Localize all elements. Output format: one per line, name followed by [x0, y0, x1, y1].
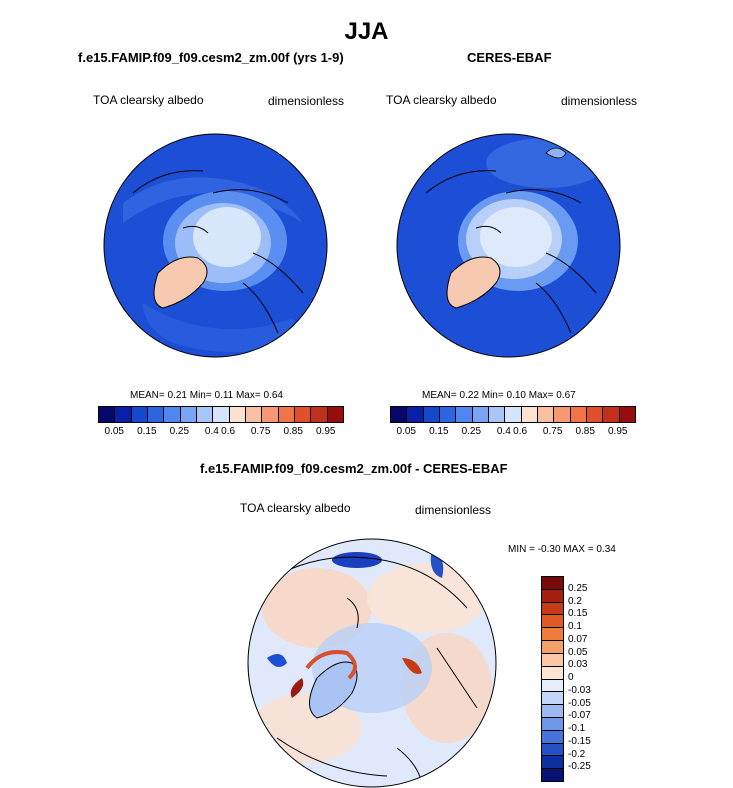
colorbar-tick-label: -0.2 — [568, 748, 586, 760]
colorbar-swatch — [439, 407, 457, 422]
model-panel-title: f.e15.FAMIP.f09_f09.cesm2_zm.00f (yrs 1-… — [78, 50, 344, 65]
colorbar-swatch — [542, 641, 563, 654]
diff-panel-title: f.e15.FAMIP.f09_f09.cesm2_zm.00f - CERES… — [200, 461, 508, 476]
diff-variable-label: TOA clearsky albedo — [240, 501, 351, 515]
colorbar-tick-label: -0.15 — [568, 735, 591, 747]
diff-colorbar — [541, 576, 564, 782]
colorbar-tick-label: 0.15 — [429, 426, 449, 437]
colorbar-tick-label: 0.95 — [315, 426, 336, 437]
obs-colorbar-ticks: 0.05 0.15 0.25 0.4 0.6 0.75 0.85 0.95 — [390, 426, 634, 440]
diff-polar-map — [247, 538, 497, 788]
obs-colorbar — [390, 406, 636, 423]
colorbar-tick-label: -0.07 — [568, 710, 591, 722]
colorbar-swatch — [327, 407, 343, 422]
colorbar-swatch — [196, 407, 214, 422]
colorbar-tick-label: 0.4 — [496, 426, 511, 437]
colorbar-swatch — [542, 679, 563, 693]
model-stats: MEAN= 0.21 Min= 0.11 Max= 0.64 — [130, 390, 283, 401]
diff-units-label: dimensionless — [415, 503, 492, 517]
colorbar-swatch — [423, 407, 440, 422]
colorbar-tick-label: 0.6 — [513, 426, 528, 437]
colorbar-swatch — [603, 407, 620, 422]
colorbar-swatch — [99, 407, 116, 422]
colorbar-tick-label: 0.95 — [607, 426, 628, 437]
model-polar-map — [103, 133, 328, 358]
colorbar-swatch — [229, 407, 246, 422]
model-colorbar — [98, 406, 344, 423]
obs-units-label: dimensionless — [561, 94, 638, 108]
colorbar-swatch — [147, 407, 165, 422]
colorbar-swatch — [521, 407, 538, 422]
model-units-label: dimensionless — [268, 94, 345, 108]
colorbar-tick-label: 0.75 — [250, 426, 271, 437]
colorbar-swatch — [262, 407, 279, 422]
colorbar-swatch — [542, 589, 563, 603]
colorbar-swatch — [619, 407, 635, 422]
colorbar-tick-label: 0.05 — [396, 426, 416, 437]
colorbar-swatch — [570, 407, 587, 422]
colorbar-swatch — [131, 407, 148, 422]
colorbar-tick-label: -0.25 — [568, 761, 591, 773]
colorbar-tick-label: 0.05 — [104, 426, 124, 437]
colorbar-swatch — [164, 407, 181, 422]
colorbar-swatch — [542, 692, 563, 706]
diff-colorbar-ticks: 0.25 0.2 0.15 0.1 0.07 0.05 0.03 0 -0.03 -0.05 -0.… — [568, 576, 608, 780]
colorbar-tick-label: 0.75 — [542, 426, 563, 437]
colorbar-swatch — [586, 407, 604, 422]
colorbar-swatch — [115, 407, 132, 422]
colorbar-swatch — [456, 407, 473, 422]
colorbar-swatch — [278, 407, 295, 422]
colorbar-tick-label: 0.03 — [568, 659, 588, 671]
colorbar-swatch — [554, 407, 571, 422]
colorbar-tick-label: -0.1 — [568, 723, 586, 734]
obs-panel-title: CERES-EBAF — [467, 50, 552, 65]
colorbar-tick-label: 0.25 — [568, 582, 588, 594]
colorbar-tick-label: 0.07 — [568, 633, 588, 645]
colorbar-tick-label: 0.1 — [568, 621, 582, 632]
colorbar-tick-label: 0.2 — [568, 595, 582, 607]
colorbar-tick-label: 0.4 — [204, 426, 219, 437]
model-colorbar-ticks: 0.05 0.15 0.25 0.4 0.6 0.75 0.85 0.95 — [98, 426, 342, 440]
colorbar-swatch — [542, 666, 563, 680]
colorbar-swatch — [391, 407, 408, 422]
colorbar-swatch — [488, 407, 506, 422]
colorbar-tick-label: -0.03 — [568, 684, 591, 696]
colorbar-swatch — [542, 743, 563, 757]
colorbar-swatch — [311, 407, 328, 422]
colorbar-swatch — [542, 705, 563, 718]
colorbar-swatch — [294, 407, 312, 422]
colorbar-swatch — [407, 407, 424, 422]
colorbar-swatch — [542, 756, 563, 770]
colorbar-tick-label: 0 — [568, 672, 574, 683]
obs-polar-map — [396, 133, 621, 358]
colorbar-tick-label: 0.05 — [568, 646, 588, 658]
diff-stats: MIN = -0.30 MAX = 0.34 — [508, 544, 616, 555]
colorbar-tick-label: 0.15 — [568, 608, 588, 620]
obs-stats: MEAN= 0.22 Min= 0.10 Max= 0.67 — [422, 390, 576, 401]
colorbar-swatch — [245, 407, 263, 422]
colorbar-swatch — [542, 602, 563, 616]
colorbar-swatch — [542, 628, 563, 642]
colorbar-swatch — [542, 577, 563, 590]
colorbar-tick-label: 0.85 — [283, 426, 303, 437]
model-variable-label: TOA clearsky albedo — [93, 93, 204, 107]
colorbar-swatch — [542, 653, 563, 667]
colorbar-swatch — [542, 730, 563, 744]
colorbar-tick-label: -0.05 — [568, 697, 591, 709]
colorbar-swatch — [213, 407, 230, 422]
colorbar-swatch — [542, 615, 563, 629]
colorbar-tick-label: 0.25 — [461, 426, 482, 437]
colorbar-tick-label: 0.15 — [137, 426, 157, 437]
colorbar-tick-label: 0.6 — [221, 426, 236, 437]
colorbar-swatch — [505, 407, 522, 422]
colorbar-swatch — [537, 407, 555, 422]
colorbar-swatch — [472, 407, 489, 422]
colorbar-swatch — [542, 769, 563, 781]
figure-title: JJA — [344, 18, 389, 45]
obs-variable-label: TOA clearsky albedo — [386, 93, 497, 107]
colorbar-tick-label: 0.25 — [169, 426, 190, 437]
colorbar-swatch — [180, 407, 197, 422]
colorbar-tick-label: 0.85 — [575, 426, 595, 437]
colorbar-swatch — [542, 717, 563, 731]
